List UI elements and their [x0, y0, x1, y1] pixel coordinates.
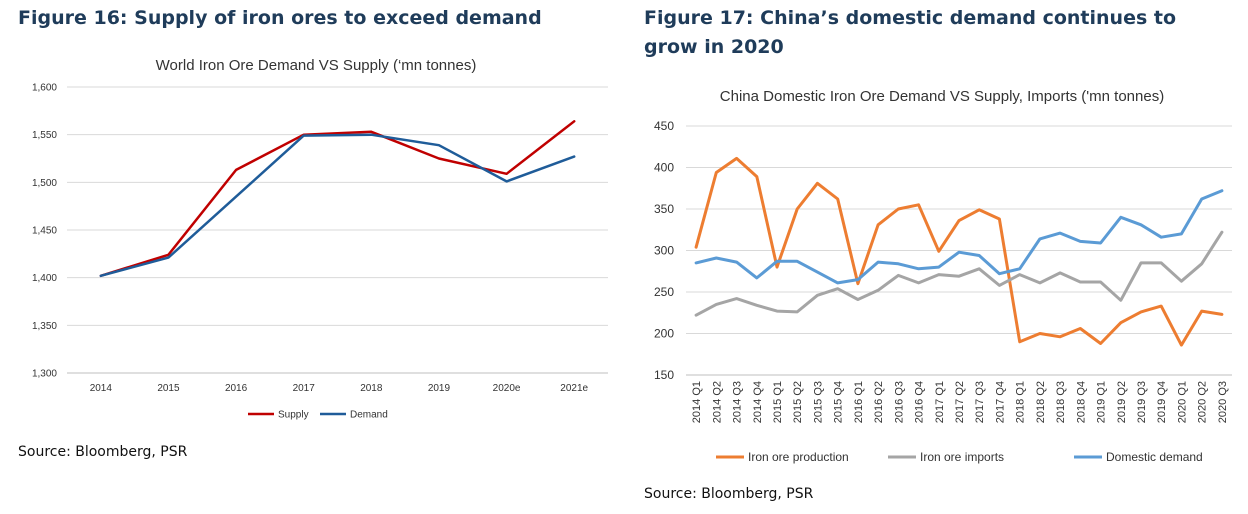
x-tick-label: 2018 Q2 — [1035, 381, 1047, 423]
x-tick-label: 2017 Q3 — [974, 381, 986, 423]
y-tick-label: 400 — [654, 161, 674, 175]
y-tick-label: 250 — [654, 285, 674, 299]
series-line-iron-ore-production — [694, 156, 1224, 347]
legend-label-iron-ore-production: Iron ore production — [748, 450, 849, 464]
x-tick-label: 2016 Q1 — [853, 381, 865, 423]
figure-16-heading: Figure 16: Supply of iron ores to exceed… — [18, 7, 542, 29]
legend-label-domestic-demand: Domestic demand — [1106, 450, 1203, 464]
x-tick-label: 2020 Q1 — [1176, 381, 1188, 423]
chart-title: China Domestic Iron Ore Demand VS Supply… — [720, 88, 1164, 105]
x-tick-label: 2017 — [293, 383, 316, 394]
x-tick-label: 2020e — [493, 383, 521, 394]
x-tick-label: 2017 Q1 — [934, 381, 946, 423]
x-tick-label: 2016 — [225, 383, 248, 394]
x-tick-label: 2021e — [560, 383, 588, 394]
y-tick-label: 1,350 — [32, 321, 57, 332]
x-tick-label: 2019 Q4 — [1156, 381, 1168, 423]
x-tick-label: 2014 Q1 — [691, 381, 703, 423]
figure-17-heading: Figure 17: China’s domestic demand conti… — [644, 7, 1177, 58]
series-line-demand — [99, 133, 576, 278]
x-tick-label: 2019 — [428, 383, 451, 394]
x-tick-label: 2014 Q4 — [752, 381, 764, 423]
x-tick-label: 2018 Q3 — [1055, 381, 1067, 423]
legend-label-demand: Demand — [350, 410, 388, 421]
x-tick-label: 2016 Q2 — [873, 381, 885, 423]
figure-17-source: Source: Bloomberg, PSR — [644, 486, 814, 502]
x-tick-label: 2016 Q4 — [914, 381, 926, 423]
x-tick-label: 2019 Q2 — [1116, 381, 1128, 423]
x-tick-label: 2019 Q1 — [1096, 381, 1108, 423]
x-tick-label: 2014 — [90, 383, 113, 394]
series-line-domestic-demand — [694, 189, 1224, 285]
legend-label-supply: Supply — [278, 410, 309, 421]
y-tick-label: 1,450 — [32, 226, 57, 237]
figure-16-source: Source: Bloomberg, PSR — [18, 444, 188, 460]
x-tick-label: 2015 Q4 — [833, 381, 845, 423]
x-tick-label: 2017 Q4 — [994, 381, 1006, 423]
y-tick-label: 1,300 — [32, 369, 57, 380]
y-tick-label: 1,600 — [32, 83, 57, 94]
world-iron-ore-chart: World Iron Ore Demand VS Supply (‘mn ton… — [32, 57, 608, 421]
x-tick-label: 2020 Q3 — [1217, 381, 1229, 423]
x-tick-label: 2020 Q2 — [1197, 381, 1209, 423]
x-tick-label: 2016 Q3 — [893, 381, 905, 423]
x-tick-label: 2014 Q3 — [732, 381, 744, 423]
series-line-supply — [99, 120, 576, 278]
x-tick-label: 2014 Q2 — [711, 381, 723, 423]
y-tick-label: 350 — [654, 202, 674, 216]
y-tick-label: 450 — [654, 119, 674, 133]
x-tick-label: 2015 — [157, 383, 180, 394]
x-tick-label: 2017 Q2 — [954, 381, 966, 423]
y-tick-label: 1,550 — [32, 130, 57, 141]
legend-label-iron-ore-imports: Iron ore imports — [920, 450, 1004, 464]
y-tick-label: 1,500 — [32, 178, 57, 189]
y-tick-label: 300 — [654, 244, 674, 258]
series-line-iron-ore-imports — [694, 230, 1224, 317]
x-tick-label: 2018 Q1 — [1015, 381, 1027, 423]
chart-title: World Iron Ore Demand VS Supply (‘mn ton… — [156, 57, 477, 74]
x-tick-label: 2018 — [360, 383, 383, 394]
x-tick-label: 2015 Q3 — [812, 381, 824, 423]
x-tick-label: 2018 Q4 — [1075, 381, 1087, 423]
y-tick-label: 1,400 — [32, 273, 57, 284]
y-tick-label: 200 — [654, 327, 674, 341]
x-tick-label: 2015 Q1 — [772, 381, 784, 423]
x-tick-label: 2019 Q3 — [1136, 381, 1148, 423]
x-tick-label: 2015 Q2 — [792, 381, 804, 423]
y-tick-label: 150 — [654, 368, 674, 382]
